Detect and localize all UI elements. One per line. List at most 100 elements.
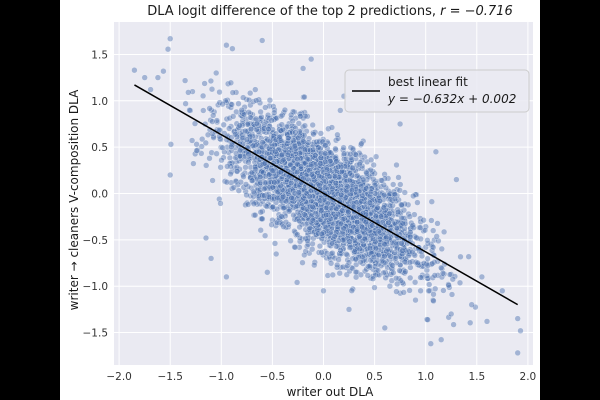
scatter-point xyxy=(291,244,298,251)
scatter-point xyxy=(374,204,381,211)
scatter-point xyxy=(322,150,329,157)
scatter-point xyxy=(223,42,230,49)
scatter-point xyxy=(322,158,329,166)
x-tick-label: 2.0 xyxy=(520,371,537,383)
scatter-point xyxy=(373,153,380,160)
x-tick-label: 1.0 xyxy=(417,371,434,383)
scatter-point xyxy=(441,228,448,236)
scatter-point xyxy=(262,232,269,239)
scatter-point xyxy=(200,107,207,114)
scatter-point xyxy=(226,125,233,132)
scatter-point xyxy=(378,177,386,184)
scatter-point xyxy=(309,121,316,129)
scatter-point xyxy=(331,173,339,180)
scatter-point xyxy=(182,100,189,107)
scatter-point xyxy=(256,148,263,156)
scatter-point xyxy=(299,259,306,266)
scatter-point xyxy=(248,126,255,133)
scatter-point xyxy=(428,198,435,205)
scatter-point xyxy=(284,151,292,159)
scatter-point xyxy=(247,89,254,97)
scatter-point xyxy=(271,109,278,116)
scatter-point xyxy=(201,80,208,87)
scatter-point xyxy=(218,157,225,164)
scatter-point xyxy=(364,158,371,166)
scatter-point xyxy=(346,170,354,177)
scatter-point xyxy=(449,276,456,283)
scatter-point xyxy=(210,112,217,119)
scatter-point xyxy=(344,252,351,259)
scatter-point xyxy=(243,191,250,199)
scatter-point xyxy=(281,106,289,114)
scatter-point xyxy=(248,177,256,184)
scatter-point xyxy=(185,89,192,96)
scatter-point xyxy=(363,169,370,176)
scatter-point xyxy=(198,143,205,150)
scatter-point xyxy=(291,143,299,150)
scatter-point xyxy=(223,273,230,281)
scatter-point xyxy=(386,283,394,290)
scatter-point xyxy=(346,238,353,245)
scatter-point xyxy=(266,155,274,162)
y-tick-label: 1.5 xyxy=(91,49,108,61)
y-tick-label: 0.0 xyxy=(91,189,108,201)
scatter-point xyxy=(229,45,236,52)
scatter-point xyxy=(328,124,336,131)
scatter-point xyxy=(358,198,365,205)
x-tick-label: 0.5 xyxy=(366,371,383,383)
scatter-point xyxy=(413,234,420,241)
scatter-point xyxy=(445,314,452,321)
scatter-point xyxy=(390,181,397,188)
scatter-point xyxy=(252,86,259,93)
scatter-point xyxy=(271,240,279,247)
scatter-point xyxy=(240,173,247,180)
scatter-point xyxy=(335,237,343,244)
scatter-point xyxy=(310,131,317,138)
scatter-point xyxy=(220,121,227,128)
scatter-point xyxy=(329,250,336,257)
scatter-point xyxy=(301,251,308,259)
scatter-point xyxy=(200,92,207,100)
scatter-point xyxy=(274,188,282,195)
scatter-point xyxy=(409,249,416,256)
scatter-point xyxy=(250,200,258,207)
scatter-point xyxy=(349,165,356,172)
scatter-point xyxy=(215,101,222,109)
legend-equation: y = −0.632x + 0.002 xyxy=(387,92,516,106)
scatter-point xyxy=(368,156,375,164)
scatter-point xyxy=(387,253,394,260)
scatter-point xyxy=(380,204,388,211)
scatter-point xyxy=(209,177,216,184)
scatter-point xyxy=(450,321,457,328)
scatter-point xyxy=(246,96,253,104)
scatter-point xyxy=(433,233,440,240)
scatter-point xyxy=(344,183,351,190)
scatter-point xyxy=(391,191,398,198)
scatter-point xyxy=(328,260,335,267)
scatter-point xyxy=(263,203,271,210)
scatter-point xyxy=(381,241,388,248)
scatter-point xyxy=(398,214,405,222)
scatter-point xyxy=(216,88,223,96)
scatter-point xyxy=(410,192,417,200)
scatter-point xyxy=(193,141,200,148)
scatter-point xyxy=(322,224,329,231)
x-axis-label: writer out DLA xyxy=(287,385,375,399)
scatter-point xyxy=(300,65,307,72)
scatter-point xyxy=(329,271,336,279)
scatter-point xyxy=(302,248,309,255)
scatter-point xyxy=(245,201,252,208)
scatter-points xyxy=(131,35,524,357)
scatter-point xyxy=(329,240,336,247)
scatter-point xyxy=(394,206,401,213)
scatter-point xyxy=(301,93,308,101)
scatter-point xyxy=(306,193,313,200)
scatter-point xyxy=(182,77,189,84)
scatter-point xyxy=(269,184,276,191)
scatter-point xyxy=(397,120,404,128)
scatter-point xyxy=(432,285,439,292)
scatter-point xyxy=(245,159,252,166)
scatter-point xyxy=(219,100,226,108)
scatter-point xyxy=(300,123,307,131)
